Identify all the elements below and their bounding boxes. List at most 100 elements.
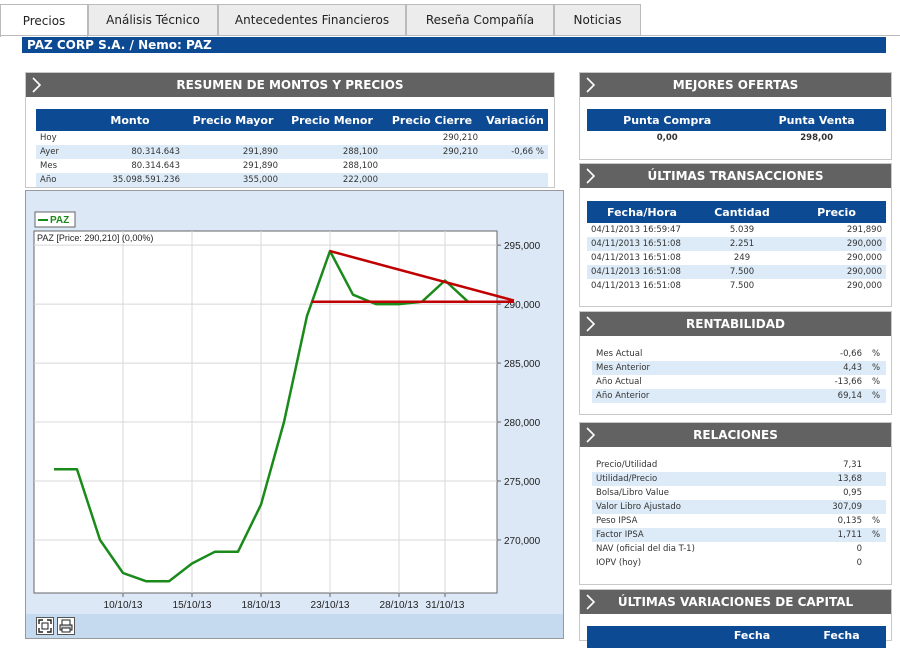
cell: Año Anterior (592, 389, 796, 403)
cell: 4,43 (796, 361, 866, 375)
table-row: Hoy 290,210 (36, 131, 548, 145)
transacciones-title: ÚLTIMAS TRANSACCIONES (647, 169, 824, 183)
cell: Precio/Utilidad (596, 460, 658, 470)
table-row: IOPV (hoy) 0 (592, 556, 886, 570)
table-row: 0,00 298,00 (587, 131, 886, 145)
cell: 04/11/2013 16:59:47 (591, 225, 681, 235)
cell: 04/11/2013 16:51:08 (591, 253, 681, 263)
cell: 0,95 (843, 488, 862, 498)
mejores-header[interactable]: MEJORES OFERTAS (580, 73, 891, 97)
cell (866, 472, 886, 486)
table-row: Utilidad/Precio 13,68 (592, 472, 886, 486)
print-icon (59, 619, 73, 633)
resumen-panel: RESUMEN DE MONTOS Y PRECIOS Monto Precio… (25, 72, 555, 188)
x-tick-label: 18/10/13 (242, 600, 281, 611)
cell: 69,14 (796, 389, 866, 403)
chevron-right-icon (586, 427, 596, 443)
y-tick-label: 280,000 (504, 418, 541, 429)
variaciones-panel: ÚLTIMAS VARIACIONES DE CAPITAL Fecha Fech… (579, 589, 892, 648)
legend-label: PAZ (50, 215, 69, 226)
tab-analisis-tecnico[interactable]: Análisis Técnico (88, 4, 218, 35)
cell: 307,09 (796, 500, 866, 514)
resumen-header[interactable]: RESUMEN DE MONTOS Y PRECIOS (26, 73, 554, 97)
y-tick-label: 275,000 (504, 477, 541, 488)
relaciones-header[interactable]: RELACIONES (580, 423, 891, 447)
cell: 2.251 (697, 237, 787, 251)
cell: 1,711 (796, 528, 866, 542)
cell: Peso IPSA (596, 516, 638, 526)
price-chart: 295,000 290,000 285,000 280,000 275,000 270,0… (25, 190, 564, 639)
chart-info: PAZ [Price: 290,210] (0,00%) (37, 233, 153, 243)
cell (282, 131, 382, 145)
table-row: Mes Anterior 4,43% (592, 361, 886, 375)
cell: IOPV (hoy) (596, 558, 642, 568)
chart-toolbar (26, 614, 563, 638)
y-tick-label: 290,000 (504, 300, 541, 311)
transacciones-panel: ÚLTIMAS TRANSACCIONES Fecha/Hora Cantidad… (579, 163, 892, 307)
tab-precios[interactable]: Precios (0, 4, 88, 37)
tab-bar: Precios Análisis Técnico Antecedentes Fi… (0, 0, 900, 37)
cell: % (871, 516, 881, 526)
cell: 290,000 (846, 253, 882, 263)
row-label: Hoy (40, 133, 57, 143)
rentabilidad-table: Mes Actual -0,66% Mes Anterior 4,43% Año A… (592, 347, 886, 403)
row-label: Ayer (36, 145, 76, 159)
variaciones-table: Fecha Fecha (587, 626, 886, 648)
mejores-table: Punta Compra Punta Venta 0,00 298,00 (587, 109, 886, 145)
fullscreen-button[interactable] (36, 617, 54, 635)
rentabilidad-header[interactable]: RENTABILIDAD (580, 312, 891, 336)
col-header (587, 626, 707, 648)
cell: Bolsa/Libro Value (596, 488, 669, 498)
y-tick-label: 295,000 (504, 241, 541, 252)
cell: 04/11/2013 16:51:08 (587, 265, 697, 279)
row-label: Año (36, 173, 76, 187)
cell (866, 486, 886, 500)
table-row: Bolsa/Libro Value 0,95 (592, 486, 886, 500)
tab-antecedentes-financieros[interactable]: Antecedentes Financieros (218, 4, 406, 35)
cell: 249 (733, 253, 751, 263)
transacciones-header[interactable]: ÚLTIMAS TRANSACCIONES (580, 164, 891, 188)
chevron-right-icon (586, 594, 596, 610)
table-row: Valor Libro Ajustado 307,09 (592, 500, 886, 514)
table-row: Año 35.098.591.236 355,000 222,000 (36, 173, 548, 187)
table-row: Precio/Utilidad 7,31 (592, 458, 886, 472)
cell: 35.098.591.236 (76, 173, 184, 187)
cell (482, 131, 548, 145)
cell: Año Actual (596, 377, 642, 387)
col-header: Precio Mayor (184, 109, 282, 131)
cell (866, 500, 886, 514)
cell: 222,000 (282, 173, 382, 187)
relaciones-title: RELACIONES (693, 428, 778, 442)
cell: Utilidad/Precio (592, 472, 796, 486)
tab-resena-compania[interactable]: Reseña Compañía (406, 4, 554, 35)
variaciones-title: ÚLTIMAS VARIACIONES DE CAPITAL (617, 595, 854, 609)
cell: -13,66 (834, 377, 862, 387)
cell: 290,210 (382, 145, 482, 159)
variaciones-header[interactable]: ÚLTIMAS VARIACIONES DE CAPITAL (580, 590, 891, 614)
chevron-right-icon (586, 316, 596, 332)
cell: 291,890 (846, 225, 882, 235)
cell: 0 (856, 544, 862, 554)
cell (76, 131, 184, 145)
print-button[interactable] (57, 617, 75, 635)
legend-box (34, 211, 76, 228)
relaciones-panel: RELACIONES Precio/Utilidad 7,31 Utilidad/… (579, 422, 892, 585)
col-header: Cantidad (697, 201, 787, 223)
resumen-title: RESUMEN DE MONTOS Y PRECIOS (176, 78, 404, 92)
cell: 13,68 (796, 472, 866, 486)
chevron-right-icon (586, 77, 596, 93)
cell (482, 159, 548, 173)
row-label: Mes (40, 161, 57, 171)
col-header: Punta Venta (747, 109, 886, 131)
col-header: Precio (787, 201, 886, 223)
cell: 04/11/2013 16:51:08 (591, 281, 681, 291)
cell: 291,890 (242, 161, 278, 171)
tab-noticias[interactable]: Noticias (554, 4, 641, 35)
col-header: Variación (482, 109, 548, 131)
cell (382, 159, 482, 173)
x-tick-label: 23/10/13 (311, 600, 350, 611)
relaciones-table: Precio/Utilidad 7,31 Utilidad/Precio 13,68… (592, 458, 886, 570)
col-header (36, 109, 76, 131)
cell: 290,000 (787, 265, 886, 279)
x-tick-label: 15/10/13 (173, 600, 212, 611)
